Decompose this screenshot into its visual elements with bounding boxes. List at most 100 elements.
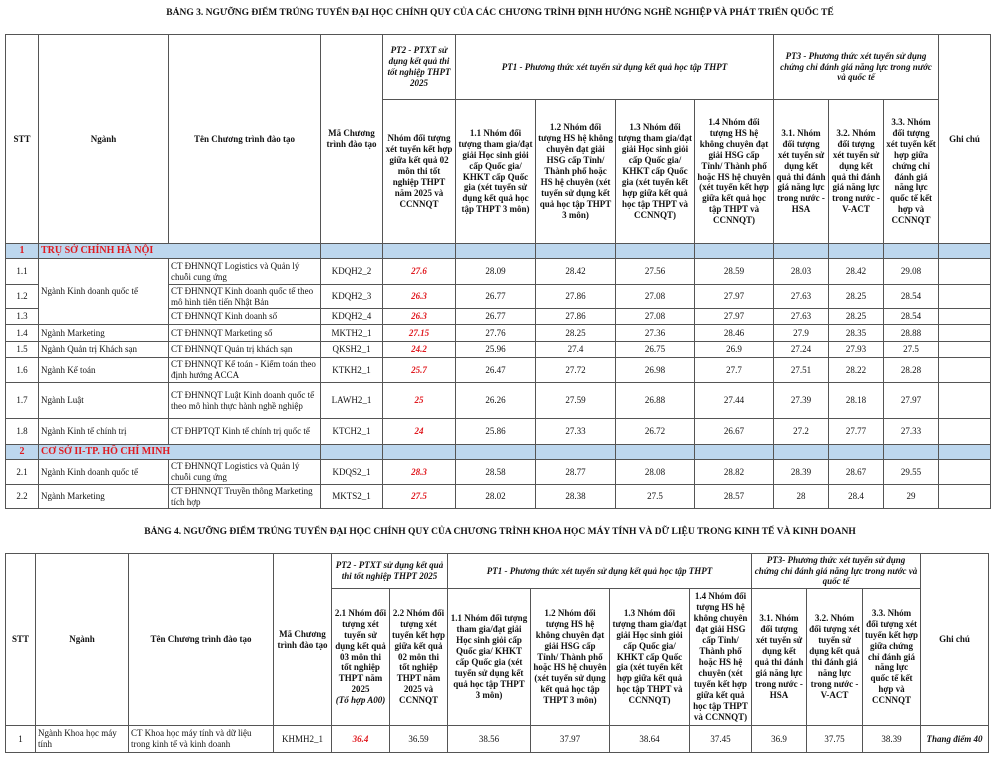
cell-ghi-chu [938,284,992,309]
cell-ghi-chu [938,258,992,285]
cell-score: 36.9 [751,725,808,753]
section-cell [320,444,383,460]
cell-ghi-chu [938,341,992,358]
cell-nganh: Ngành Marketing [38,324,169,342]
cell-score: 27.5 [382,484,456,509]
header-ten-chuong-trinh: Tên Chương trình đào tạo [168,34,321,244]
section-cell [455,444,536,460]
cell-score: 27.6 [382,258,456,285]
section-cell [693,444,775,460]
header-sub-3: 1.3 Nhóm đối tượng tham gia/đạt giải Học… [615,99,695,244]
cell-score: 28.46 [693,324,775,342]
cell-ten-chuong-trinh: CT ĐHNNQT Truyền thông Marketing tích hợ… [168,484,321,509]
section-cell [382,243,456,259]
header-sub-2-1-note: (Tổ hợp A00) [335,695,386,706]
cell-score: 27.63 [773,284,830,309]
cell-nganh: Ngành Kinh tế chính trị [38,418,169,445]
header-nganh: Ngành [35,553,129,726]
cell-score: 27.76 [455,324,536,342]
cell-score: 26.77 [455,284,536,309]
section-cell [382,444,456,460]
cell-stt: 1.5 [5,341,39,358]
table3-title: BẢNG 3. NGƯỠNG ĐIỂM TRÚNG TUYỂN ĐẠI HỌC … [166,8,834,18]
cell-ma-chuong-trinh: MKTS2_1 [320,484,383,509]
section-row: 1 TRỤ SỞ CHÍNH HÀ NỘI [5,243,992,259]
cell-ma-chuong-trinh: LAWH2_1 [320,382,383,419]
header-sub-2: 1.2 Nhóm đối tượng HS hệ không chuyên đạ… [530,588,610,726]
section-cell [938,243,992,259]
cell-score: 26.47 [455,357,536,383]
cell-score: 29.08 [883,258,940,285]
cell-ghi-chu: Thang điểm 40 [920,725,990,753]
section-cell [883,444,940,460]
cell-score: 26.26 [455,382,536,419]
cell-score: 28.3 [382,459,456,485]
section-cell [938,444,992,460]
cell-nganh: Ngành Kinh doanh quốc tế [38,459,169,485]
cell-score: 27.5 [615,484,695,509]
cell-score: 38.39 [862,725,922,753]
header-sub-1: 1.1 Nhóm đối tượng tham gia/đạt giải Học… [447,588,531,726]
cell-score: 26.9 [693,341,775,358]
section-cell [773,444,830,460]
cell-score: 27.08 [615,308,695,325]
cell-score: 27.5 [883,341,940,358]
header-sub-7: 3.3. Nhóm đối tượng xét tuyển kết hợp gi… [883,99,940,244]
header-ghi-chu: Ghi chú [920,553,990,726]
table-row: 1.7 Ngành Luật CT ĐHNNQT Luật Kinh doanh q… [5,382,992,419]
header-sub-7: 3.3. Nhóm đối tượng xét tuyển kết hợp gi… [862,588,922,726]
table-row: 2.1 Ngành Kinh doanh quốc tế CT ĐHNNQT Log… [5,459,992,485]
cell-score: 26.98 [615,357,695,383]
cell-ma-chuong-trinh: QKSH2_1 [320,341,383,358]
table-row: 1.1 Ngành Kinh doanh quốc tế CT ĐHNNQT Log… [5,258,992,325]
cell-score: 28 [773,484,830,509]
cell-ten-chuong-trinh: CT ĐHNNQT Kinh doanh số [168,308,321,325]
cell-nganh: Ngành Khoa học máy tính [35,725,129,753]
cell-score: 28.08 [615,459,695,485]
section-cell [693,243,775,259]
cell-ten-chuong-trinh: CT ĐHNNQT Kế toán - Kiểm toán theo định … [168,357,321,383]
cell-ma-chuong-trinh: KDQH2_4 [320,308,383,325]
section-number: 2 [5,444,39,460]
header-sub-4: 1.4 Nhóm đối tượng HS hệ không chuyên đạ… [693,99,775,244]
cell-score: 27.08 [615,284,695,309]
cell-score: 27.33 [883,418,940,445]
cell-score: 27.9 [773,324,830,342]
cell-ma-chuong-trinh: KDQH2_3 [320,284,383,309]
header-sub-5: 3.1. Nhóm đối tượng xét tuyển sử dụng kế… [773,99,830,244]
header-sub-5: 3.1. Nhóm đối tượng xét tuyển sử dụng kế… [751,588,808,726]
section-row: 2 CƠ SỞ II-TP. HỒ CHÍ MINH [5,444,992,460]
header-ghi-chu: Ghi chú [938,34,992,244]
cell-stt: 1.6 [5,357,39,383]
cell-score: 27.63 [773,308,830,325]
header-pt1: PT1 - Phương thức xét tuyển sử dụng kết … [446,553,753,589]
header-sub-0: 2.2 Nhóm đối tượng xét tuyển kết hợp giữ… [389,588,448,726]
cell-score: 26.67 [693,418,775,445]
cell-ma-chuong-trinh: KTCH2_1 [320,418,383,445]
cell-score: 28.22 [828,357,885,383]
cell-ma-chuong-trinh: KTKH2_1 [320,357,383,383]
cell-score: 28.82 [693,459,775,485]
table4-title: BẢNG 4. NGƯỠNG ĐIỂM TRÚNG TUYỂN ĐẠI HỌC … [144,527,856,537]
header-pt1: PT1 - Phương thức xét tuyển sử dụng kết … [454,34,775,100]
cell-score: 28.67 [828,459,885,485]
cell-stt: 2.1 [5,459,39,485]
cell-score: 28.42 [828,258,885,285]
section-cell [828,444,885,460]
cell-score: 37.97 [530,725,610,753]
cell-score: 28.59 [693,258,775,285]
cell-score: 27.44 [693,382,775,419]
cell-score: 28.02 [455,484,536,509]
cell-score: 28.03 [773,258,830,285]
cell-ten-chuong-trinh: CT ĐHNNQT Marketing số [168,324,321,342]
cell-ten-chuong-trinh: CT ĐHNNQT Luật Kinh doanh quốc tế theo m… [168,382,321,419]
cell-stt: 1.1 [5,258,39,285]
cell-ghi-chu [938,324,992,342]
header-pt2: PT2 - PTXT sử dụng kết quả thi tốt nghiệ… [382,34,456,100]
cell-score: 25.7 [382,357,456,383]
cell-score: 28.77 [535,459,616,485]
header-stt: STT [5,34,39,244]
cell-score: 27.36 [615,324,695,342]
cell-score: 28.39 [773,459,830,485]
cell-score: 27.24 [773,341,830,358]
